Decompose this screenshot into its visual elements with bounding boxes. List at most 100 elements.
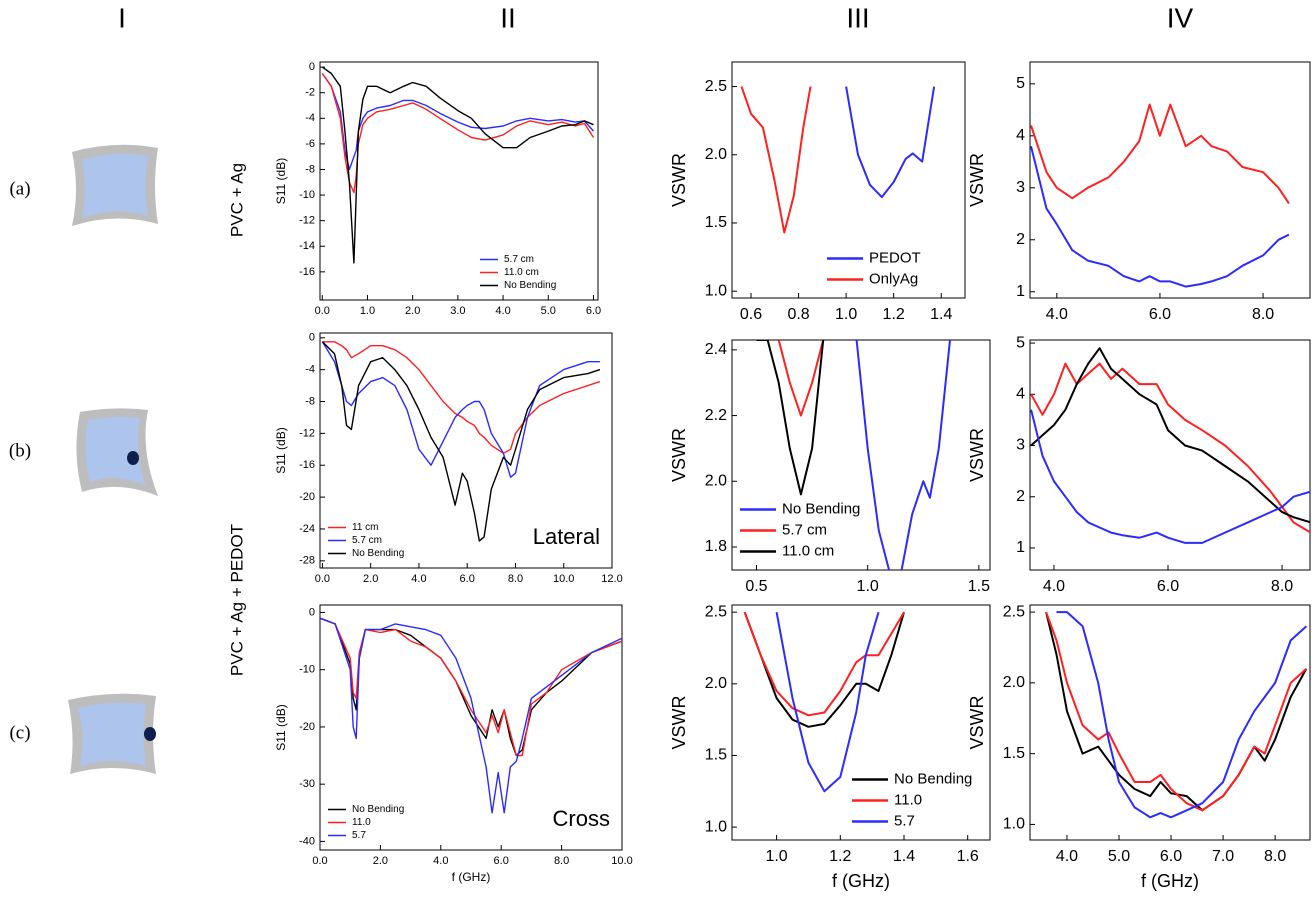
x-tick-label: 8.0 <box>508 573 523 585</box>
x-tick-label: 5.0 <box>541 305 556 317</box>
x-tick-label: 0.8 <box>787 306 809 323</box>
series-line <box>1030 103 1290 204</box>
y-tick-label: 0 <box>309 606 315 618</box>
y-axis-label: VSWR <box>967 153 987 207</box>
panel: 0 -2 -4 -6 -8 -10 -12 -14 -16 0.0 1.0 2.0 3.0 4.0 5.0 6… <box>274 61 601 317</box>
panel: 1 2 3 4 5 4.0 6.0 8.0 VSWR <box>967 334 1311 595</box>
x-tick-label: 4.0 <box>1056 848 1078 865</box>
panel: 0 -10 -20 -30 -40 0.0 2.0 4.0 6.0 8.0 10.0 S11 (dB)… <box>274 604 633 884</box>
x-tick-label: 1.5 <box>968 578 990 595</box>
y-axis-label: VSWR <box>967 695 987 749</box>
legend-label: PEDOT <box>869 249 921 266</box>
plot-frame <box>319 604 623 851</box>
series-line <box>1045 611 1308 812</box>
x-tick-label: 1.0 <box>765 848 787 865</box>
y-tick-label: -10 <box>299 189 315 201</box>
series-line <box>1030 409 1310 544</box>
x-tick-label: 4.0 <box>1043 578 1065 595</box>
x-tick-label: 8.0 <box>1264 848 1286 865</box>
series-line <box>322 341 601 454</box>
x-tick-label: 5.0 <box>1108 848 1130 865</box>
x-tick-label: 2.0 <box>373 855 388 867</box>
x-tick-label: 1.0 <box>360 305 375 317</box>
series-line <box>320 617 622 757</box>
panel: 1 2 3 4 5 4.0 6.0 8.0 VSWR <box>967 61 1311 323</box>
plot-frame <box>1029 61 1311 299</box>
y-tick-label: 1 <box>1016 539 1025 556</box>
y-tick-label: 2 <box>1016 488 1025 505</box>
x-tick-label: 0.0 <box>315 305 330 317</box>
legend-label: 5.7 cm <box>352 535 382 546</box>
series-line <box>1030 145 1290 288</box>
y-tick-label: 2.0 <box>705 675 727 692</box>
legend-label: 11.0 cm <box>504 267 539 278</box>
x-tick-label: 1.6 <box>957 848 979 865</box>
y-tick-label: -40 <box>299 835 315 847</box>
sample-icon <box>76 408 158 496</box>
y-tick-label: -20 <box>299 491 315 503</box>
y-tick-label: 2.5 <box>705 603 727 620</box>
legend-label: OnlyAg <box>869 270 918 287</box>
series-line <box>321 341 600 478</box>
y-tick-label: 4 <box>1016 386 1025 403</box>
x-tick-label: 3.0 <box>450 305 465 317</box>
y-tick-label: -2 <box>305 87 315 99</box>
x-tick-label: 8.0 <box>1252 306 1274 323</box>
x-tick-label: 1.0 <box>857 578 879 595</box>
x-tick-label: 4.0 <box>1046 306 1068 323</box>
y-tick-label: 2.5 <box>1003 603 1025 620</box>
x-tick-label: 4.0 <box>495 305 510 317</box>
series-line <box>320 617 622 814</box>
x-tick-label: 1.4 <box>930 306 952 323</box>
y-tick-label: -20 <box>299 721 315 733</box>
y-tick-label: 3 <box>1016 437 1025 454</box>
y-tick-label: 1.0 <box>705 818 727 835</box>
column-header: III <box>846 2 869 33</box>
x-tick-label: 0.0 <box>315 573 330 585</box>
legend-label: 5.7 <box>352 830 366 841</box>
y-tick-label: 2.4 <box>705 341 727 358</box>
series-line <box>321 341 601 542</box>
sample-icon <box>72 144 158 226</box>
y-axis-label: VSWR <box>669 153 689 207</box>
series-line <box>855 340 951 570</box>
y-tick-label: 1.5 <box>1003 745 1025 762</box>
y-tick-label: -28 <box>299 555 315 567</box>
row-label: (a) <box>9 178 30 199</box>
x-tick-label: 6.0 <box>1149 306 1171 323</box>
legend-label: No Bending <box>894 770 972 787</box>
y-tick-label: 2.0 <box>705 473 727 490</box>
x-tick-label: 4.0 <box>433 855 448 867</box>
x-tick-label: 1.0 <box>835 306 857 323</box>
y-tick-label: 0 <box>309 61 315 73</box>
column-header: II <box>500 2 516 33</box>
legend-label: 5.7 <box>894 812 915 829</box>
x-tick-label: 10.0 <box>553 573 574 585</box>
legend-label: 5.7 cm <box>782 521 827 538</box>
x-tick-label: 6.0 <box>586 305 601 317</box>
x-tick-label: 0.5 <box>745 578 767 595</box>
sample-icon <box>68 693 156 774</box>
series-line <box>756 340 825 496</box>
y-tick-label: -6 <box>305 138 315 150</box>
series-line <box>1056 611 1308 819</box>
plot-frame <box>731 604 991 841</box>
x-tick-label: 6.0 <box>1160 848 1182 865</box>
y-tick-label: 5 <box>1016 75 1025 92</box>
legend-label: No Bending <box>782 500 860 517</box>
y-tick-label: 1.8 <box>705 538 727 555</box>
y-tick-label: -30 <box>299 778 315 790</box>
x-tick-label: 1.2 <box>883 306 905 323</box>
x-tick-label: 10.0 <box>611 855 632 867</box>
plot-frame <box>1029 604 1311 841</box>
y-tick-label: 1.5 <box>705 747 727 764</box>
group-label: PVC + Ag <box>227 163 246 237</box>
y-tick-label: 3 <box>1016 179 1025 196</box>
panel: 1.0 1.5 2.0 2.5 4.0 5.0 6.0 7.0 8.0 VSWR f (GHz) <box>967 603 1311 891</box>
y-tick-label: -16 <box>299 459 315 471</box>
series-line <box>1030 362 1310 534</box>
y-tick-label: 1.5 <box>705 214 727 231</box>
y-tick-label: -4 <box>305 364 315 376</box>
series-line <box>775 611 880 793</box>
